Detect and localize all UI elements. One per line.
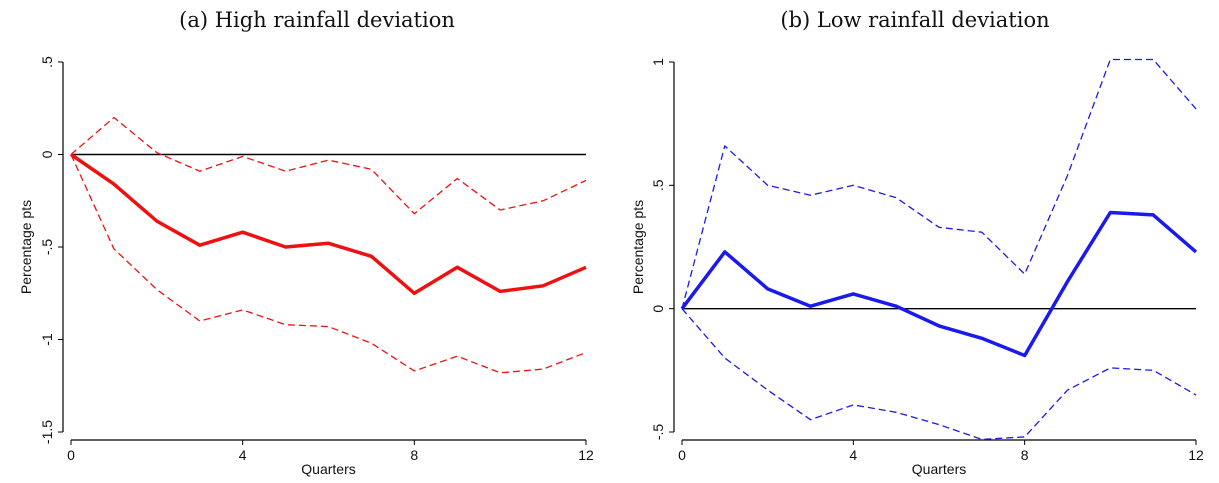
panel-a-y-axis-title: Percentage pts <box>18 200 34 294</box>
panel-a-plot: -1.5 -1 -.5 0 .5 0 4 8 12 Quarters Percentage pts <box>18 56 594 477</box>
panel-a-x-tick-label: 0 <box>67 447 75 463</box>
panel-b-x-tick-label: 4 <box>849 447 857 463</box>
panel-b-upper-line <box>681 58 1197 309</box>
panel-b-lower-line <box>681 308 1197 441</box>
panel-b-y-axis-title: Percentage pts <box>630 200 646 294</box>
panel-b-x-tick-label: 0 <box>678 447 686 463</box>
panel-a-title: (a) High rainfall deviation <box>179 8 455 32</box>
panel-a-y-tick-label: 0 <box>39 150 55 158</box>
panel-a-estimate-line <box>70 153 587 296</box>
panel-a-x-tick-label: 8 <box>410 447 418 463</box>
panel-b-y-tick-label: 1 <box>650 58 666 66</box>
panel-b-title: (b) Low rainfall deviation <box>780 8 1050 32</box>
panel-b-y-tick-label: 0 <box>650 305 666 313</box>
panel-b-estimate-line <box>680 210 1198 358</box>
panel-a-y-tick-label: .5 <box>39 56 55 68</box>
panel-a-lower-line <box>70 154 587 374</box>
panel-b-y-tick-label: .5 <box>650 179 666 191</box>
panel-a-y-tick-label: -1 <box>39 333 55 346</box>
panel-a-x-tick-label: 12 <box>578 447 594 463</box>
panel-b-x-tick-label: 12 <box>1188 447 1204 463</box>
panel-b-plot: -.5 0 .5 1 0 4 8 12 Quarters Percentage pts <box>630 58 1204 477</box>
panel-a-y-tick-label: -.5 <box>39 239 55 256</box>
panel-a-x-axis-title: Quarters <box>301 461 355 477</box>
panel-a-x-tick-label: 4 <box>239 447 247 463</box>
panel-b-x-axis-title: Quarters <box>912 461 966 477</box>
panel-b-y-tick-label: -.5 <box>650 424 666 441</box>
panel-a-y-tick-label: -1.5 <box>39 420 55 444</box>
panel-a-upper-line <box>70 116 587 215</box>
panel-b-x-tick-label: 8 <box>1021 447 1029 463</box>
